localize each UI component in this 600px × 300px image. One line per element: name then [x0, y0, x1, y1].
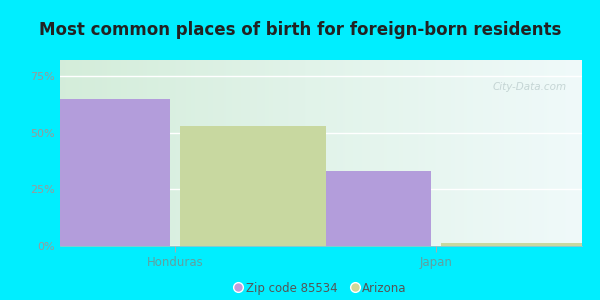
Bar	[180, 126, 326, 246]
Text: Most common places of birth for foreign-born residents: Most common places of birth for foreign-…	[39, 21, 561, 39]
Bar	[23, 99, 170, 246]
Legend: Zip code 85534, Arizona: Zip code 85534, Arizona	[230, 277, 412, 300]
Bar	[284, 171, 431, 246]
Text: City-Data.com: City-Data.com	[492, 82, 566, 92]
Bar	[441, 243, 587, 246]
